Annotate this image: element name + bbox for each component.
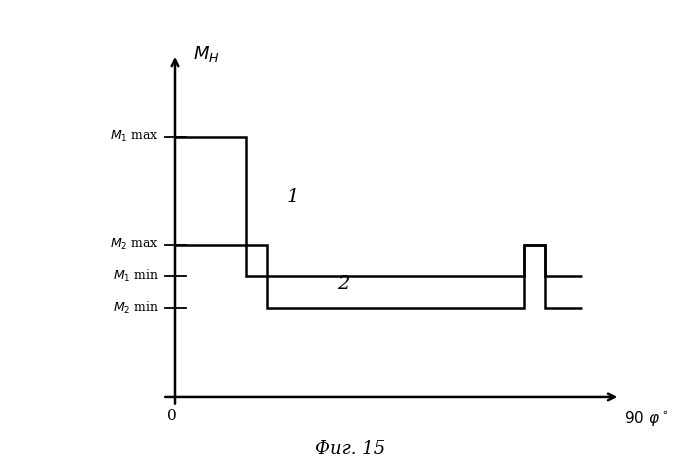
Text: 1: 1 bbox=[286, 188, 299, 206]
Text: Фиг. 15: Фиг. 15 bbox=[315, 439, 385, 458]
Text: $M_2$ min: $M_2$ min bbox=[113, 300, 159, 316]
Text: 2: 2 bbox=[337, 275, 349, 293]
Text: $M_1$ max: $M_1$ max bbox=[110, 129, 159, 144]
Text: 0: 0 bbox=[167, 409, 176, 423]
Text: $M_2$ max: $M_2$ max bbox=[110, 237, 159, 252]
Text: $M_H$: $M_H$ bbox=[193, 44, 219, 64]
Text: 90 $\varphi^\circ$: 90 $\varphi^\circ$ bbox=[624, 409, 668, 428]
Text: $M_1$ min: $M_1$ min bbox=[113, 268, 159, 284]
